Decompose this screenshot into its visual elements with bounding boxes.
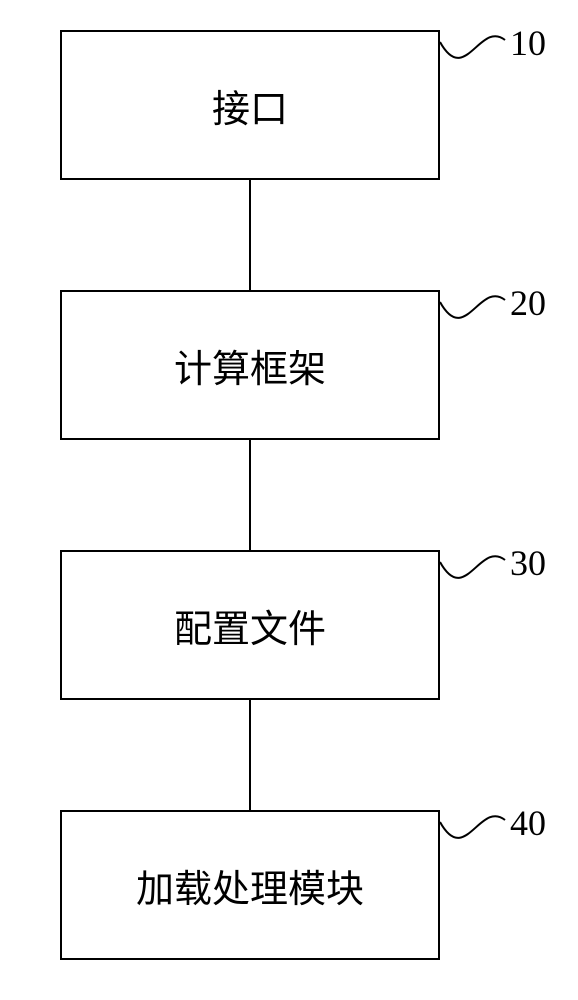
box-config: 配置文件 [60,550,440,700]
box-interface: 接口 [60,30,440,180]
ref-pointer-30 [440,556,505,578]
box-config-label: 配置文件 [174,598,326,653]
ref-label-10: 10 [510,22,546,64]
ref-label-40: 40 [510,802,546,844]
box-framework: 计算框架 [60,290,440,440]
box-framework-label: 计算框架 [174,338,326,393]
ref-label-20: 20 [510,282,546,324]
ref-pointer-40 [440,816,505,838]
ref-pointer-10 [440,36,505,58]
box-loader-label: 加载处理模块 [136,858,364,913]
ref-label-30: 30 [510,542,546,584]
box-interface-label: 接口 [212,78,288,133]
ref-pointer-20 [440,296,505,318]
box-loader: 加载处理模块 [60,810,440,960]
